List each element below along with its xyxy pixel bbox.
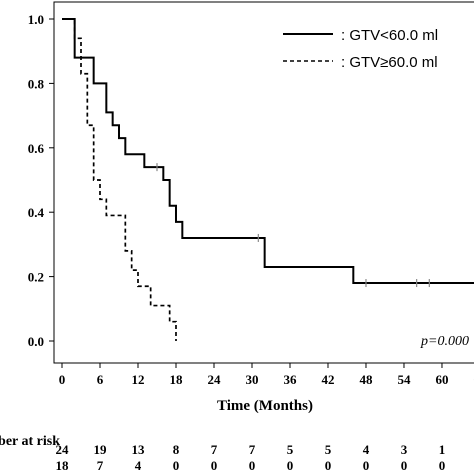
legend-label-gtv-ge60: : GTV≥60.0 ml: [341, 54, 438, 71]
risk-count: 5: [325, 442, 332, 457]
risk-count: 8: [173, 442, 180, 457]
risk-count: 1: [439, 442, 446, 457]
risk-count: 0: [439, 458, 446, 473]
x-tick-label: 60: [435, 372, 448, 387]
x-tick-label: 30: [245, 372, 258, 387]
legend-label-gtv-lt60: : GTV<60.0 ml: [341, 27, 438, 44]
y-tick-label: 0.6: [28, 141, 45, 156]
series-line-gtv-ge60: [62, 18, 177, 341]
y-tick-label: 0.8: [28, 76, 45, 91]
x-tick-label: 0: [59, 372, 66, 387]
x-tick-label: 54: [397, 372, 411, 387]
risk-count: 4: [135, 458, 142, 473]
risk-table-title: Number at risk: [0, 434, 60, 449]
y-tick-label: 0.2: [28, 270, 44, 285]
risk-count: 24: [56, 442, 70, 457]
risk-count: 5: [287, 442, 294, 457]
y-tick-label: 0.0: [28, 334, 44, 349]
risk-count: 0: [249, 458, 256, 473]
x-axis-label: Time (Months): [217, 398, 313, 414]
x-tick-label: 48: [359, 372, 373, 387]
risk-count: 0: [325, 458, 332, 473]
risk-count: 0: [173, 458, 180, 473]
risk-count: 3: [401, 442, 408, 457]
p-value-annotation: p=0.000: [420, 334, 469, 349]
x-tick-label: 42: [321, 372, 334, 387]
risk-count: 0: [401, 458, 408, 473]
risk-count: 7: [249, 442, 256, 457]
risk-count: 13: [131, 442, 145, 457]
risk-count: 0: [363, 458, 370, 473]
risk-count: 18: [56, 458, 70, 473]
risk-count: 7: [211, 442, 218, 457]
x-tick-label: 18: [169, 372, 183, 387]
y-tick-label: 1.0: [28, 12, 44, 27]
y-tick-label: 0.4: [28, 205, 45, 220]
risk-count: 19: [93, 442, 107, 457]
risk-count: 0: [211, 458, 218, 473]
plot-frame: [53, 1, 474, 364]
x-tick-label: 24: [207, 372, 221, 387]
risk-count: 4: [363, 442, 370, 457]
risk-count: 7: [97, 458, 104, 473]
x-tick-label: 36: [283, 372, 297, 387]
risk-count: 0: [287, 458, 294, 473]
series-line-gtv-lt60: [62, 18, 474, 285]
x-tick-label: 12: [131, 372, 144, 387]
x-tick-label: 6: [97, 372, 104, 387]
